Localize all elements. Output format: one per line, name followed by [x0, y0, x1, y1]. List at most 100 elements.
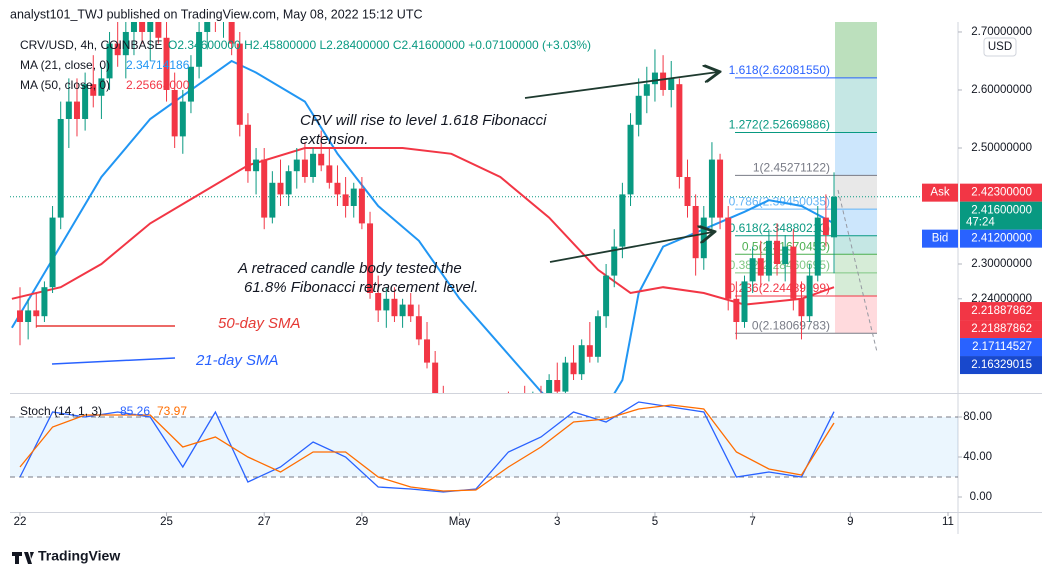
- candle-body: [41, 287, 48, 317]
- price-tag: [960, 338, 1042, 357]
- y-tick-label: 80.00: [963, 411, 992, 423]
- candle-body: [733, 298, 740, 323]
- x-tick-label: 5: [652, 516, 658, 528]
- candle-body: [65, 101, 72, 119]
- price-tag: [960, 229, 1042, 248]
- candle-body: [236, 43, 243, 125]
- candle-body: [432, 362, 439, 393]
- price-tag-label: 2.41200000: [971, 233, 1032, 245]
- candle-body: [611, 246, 618, 276]
- candle-body: [171, 89, 178, 137]
- candle-body: [619, 194, 626, 247]
- candle-body: [57, 118, 64, 218]
- fib-label: 0.618(2.34880210): [729, 221, 830, 235]
- candle-body: [367, 223, 374, 293]
- candle-body: [594, 316, 601, 357]
- currency-box[interactable]: [983, 37, 1017, 57]
- candle-body: [155, 22, 162, 38]
- fib-label: 1.272(2.52669886): [729, 118, 830, 132]
- fib-label: 0.5(2.31670453): [742, 239, 830, 253]
- fib-band: [835, 77, 877, 133]
- price-tag: [960, 201, 1042, 230]
- stoch-k-value: 85.26: [120, 404, 150, 418]
- candle-body: [293, 159, 300, 172]
- brand: TradingView: [38, 548, 120, 564]
- price-tag: [960, 320, 1042, 339]
- candle-body: [204, 22, 211, 32]
- currency[interactable]: USD: [988, 41, 1012, 53]
- candle-body: [798, 298, 805, 317]
- candle-body: [350, 188, 357, 206]
- y-tick-label: 40.00: [963, 451, 992, 463]
- axes: 22 25 27 29 May 3 5 7 9 11 2.70000000 2.60000000 2.5…: [14, 26, 1042, 528]
- candle-body: [407, 304, 414, 317]
- x-tick-label: 3: [554, 516, 560, 528]
- candle-body: [90, 84, 97, 96]
- x-tick-label: 7: [749, 516, 755, 528]
- candle-body: [49, 217, 56, 288]
- candle-body: [415, 316, 422, 340]
- annotation: A retraced candle body tested the: [237, 260, 462, 277]
- stoch-line: [19, 404, 835, 492]
- candle-body: [700, 217, 707, 259]
- fib-label: 1.618(2.62081550): [729, 63, 830, 77]
- x-tick-label: 9: [847, 516, 853, 528]
- candle-body: [106, 43, 113, 79]
- y-tick-label: 2.24000000: [971, 293, 1032, 305]
- sma21-pointer: [51, 357, 176, 365]
- candle-body: [334, 182, 341, 195]
- candle-body: [635, 95, 642, 125]
- candle-body: [717, 159, 724, 218]
- fib-label: 0.236(2.24489299): [729, 281, 830, 295]
- arrow: [549, 232, 713, 263]
- price-tag-label: 2.42300000: [971, 187, 1032, 199]
- stoch-band: [10, 417, 958, 477]
- fib-band: [835, 209, 877, 236]
- candle-body: [187, 66, 194, 102]
- y-tick-label: 2.60000000: [971, 84, 1032, 96]
- candle-body: [318, 153, 325, 166]
- candle-body: [285, 171, 292, 195]
- fib-label: 0(2.18069783): [752, 318, 830, 332]
- stoch-d-value: 73.97: [157, 404, 187, 418]
- ma-line: [11, 59, 835, 393]
- candle-body: [692, 205, 699, 259]
- candle-body: [25, 310, 32, 323]
- arrow: [524, 72, 718, 99]
- candle-body: [562, 362, 569, 392]
- x-tick-label: 11: [942, 516, 954, 528]
- candle-body: [33, 310, 40, 317]
- candle-body: [749, 258, 756, 282]
- fib-band: [835, 254, 877, 273]
- candle-body: [586, 345, 593, 357]
- candle-body: [554, 380, 561, 392]
- candle-body: [17, 310, 23, 323]
- fib-band: [835, 175, 877, 210]
- price-tag-name: Bid: [932, 233, 949, 245]
- legend-ma-value: 2.34714186: [126, 58, 190, 72]
- y-tick-label: 2.70000000: [971, 26, 1032, 38]
- stoch-line: [19, 401, 835, 493]
- legend-ma: MA (21, close, 0): [20, 58, 110, 72]
- price-tag-label: 2.17114527: [972, 341, 1032, 353]
- price-tag-label: 2.21887862: [971, 305, 1032, 317]
- published: analyst101_TWJ published on TradingView.…: [10, 7, 423, 21]
- candle-body: [391, 298, 398, 317]
- price-tag-badge: [922, 183, 958, 202]
- candle-body: [383, 298, 390, 311]
- candle-body: [765, 240, 772, 276]
- price-tag: [960, 302, 1042, 321]
- candle-body: [82, 84, 89, 119]
- legend-ohlc: O2.34600000 H2.45800000 L2.28400000 C2.4…: [168, 38, 591, 52]
- candle-body: [782, 246, 789, 264]
- candle-body: [269, 182, 276, 218]
- annotation: 61.8% Fibonacci retracement level.: [244, 279, 478, 296]
- candle-body: [643, 84, 650, 96]
- legend-ma-value: 2.25668000: [126, 78, 190, 92]
- fib-label: 1(2.45271122): [753, 161, 830, 175]
- fib-band: [835, 235, 877, 255]
- stoch-pane: [10, 401, 958, 493]
- candle-body: [668, 78, 675, 90]
- candle-body: [114, 43, 121, 56]
- candle-body: [708, 159, 715, 218]
